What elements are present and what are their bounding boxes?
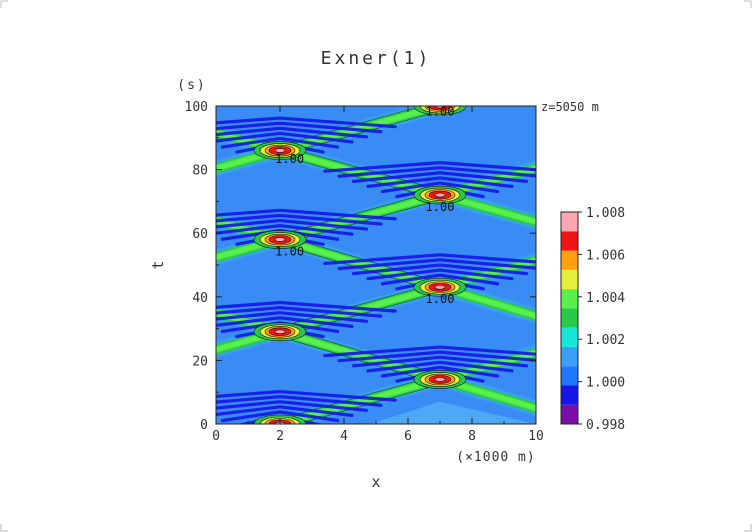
colorbar-segment <box>561 327 578 347</box>
colorbar-segment <box>561 269 578 290</box>
z-annotation: z=5050 m <box>541 100 599 114</box>
y-tick-label: 100 <box>185 100 208 115</box>
chart-title: Exner(1) <box>321 48 432 69</box>
colorbar-segment <box>561 308 578 328</box>
low-anomaly-stripe <box>352 263 529 276</box>
colorbar-segment <box>561 231 578 251</box>
low-anomaly-stripe <box>216 395 383 407</box>
x-axis-label: x <box>371 473 380 491</box>
contour-label: 1.00 <box>426 105 455 119</box>
wave-band <box>216 129 536 225</box>
wave-band <box>268 349 536 424</box>
wave-band <box>216 217 536 320</box>
low-anomaly-stripe <box>216 400 368 412</box>
y-tick-label: 40 <box>192 291 208 306</box>
peak-ring <box>434 284 446 290</box>
pressure-peak <box>253 322 307 342</box>
pressure-peak <box>253 230 307 249</box>
peak-ring <box>274 329 286 335</box>
low-anomaly-stripe <box>216 126 368 139</box>
wave-band <box>216 106 452 172</box>
x-tick-label: 0 <box>212 429 220 444</box>
low-anomaly-stripe <box>220 410 340 423</box>
pressure-peak <box>413 277 467 297</box>
colorbar-segment <box>561 212 578 232</box>
colorbar-label: 1.008 <box>586 206 625 221</box>
colorbar-segment <box>561 366 578 386</box>
low-anomaly-stripe <box>352 355 529 368</box>
colorbar-label: 1.006 <box>586 248 625 263</box>
y-tick-label: 0 <box>200 418 208 433</box>
low-anomaly-stripe <box>380 273 500 286</box>
low-anomaly-stripe <box>216 131 354 144</box>
x-tick-label: 6 <box>404 429 412 444</box>
low-anomaly-stripe <box>216 208 397 221</box>
low-anomaly-stripe <box>337 166 536 178</box>
low-anomaly-stripe <box>323 160 536 173</box>
colorbar-segment <box>561 346 578 367</box>
low-anomaly-stripe <box>216 213 383 226</box>
low-anomaly-stripe <box>216 300 397 313</box>
pressure-peak <box>413 185 467 205</box>
low-anomaly-stripe <box>366 360 514 373</box>
low-anomaly-stripe <box>216 116 397 129</box>
peak-ring <box>274 148 286 153</box>
y-tick-label: 20 <box>192 354 208 369</box>
pressure-peak <box>413 106 467 116</box>
y-tick-label: 80 <box>192 164 208 179</box>
colorbar-label: 1.002 <box>586 333 625 348</box>
peak-ring <box>434 377 446 382</box>
colorbar-label: 1.004 <box>586 291 625 306</box>
x-tick-label: 10 <box>528 429 544 444</box>
low-anomaly-stripe <box>216 316 354 328</box>
colorbar-label: 1.000 <box>586 376 625 391</box>
low-anomaly-stripe <box>216 311 368 323</box>
contour-label: 1.00 <box>426 200 455 214</box>
low-anomaly-stripe <box>216 121 383 134</box>
colorbar-segment <box>561 250 578 270</box>
low-anomaly-stripe <box>220 136 340 149</box>
y-unit-label: (s) <box>177 78 206 93</box>
low-anomaly-stripe <box>366 176 514 189</box>
x-tick-label: 8 <box>468 429 476 444</box>
low-anomaly-stripe <box>352 171 529 183</box>
low-anomaly-stripe <box>216 223 354 236</box>
low-anomaly-stripe <box>366 268 514 281</box>
low-anomaly-stripe <box>216 389 397 402</box>
wave-band <box>216 309 536 412</box>
low-anomaly-stripe <box>216 405 354 418</box>
pressure-peak <box>253 141 307 160</box>
colorbar: 0.998 1.000 1.002 1.004 1.006 1.008 <box>560 206 625 433</box>
peak-ring <box>274 237 286 242</box>
x-tick-label: 4 <box>340 429 348 444</box>
lower-wedge <box>369 401 536 424</box>
y-axis-label: t <box>149 260 167 269</box>
y-tick-label: 60 <box>192 227 208 242</box>
x-tick-label: 2 <box>276 429 284 444</box>
low-anomaly-stripe <box>323 253 536 266</box>
colorbar-label: 0.998 <box>586 418 625 433</box>
low-anomaly-stripe <box>323 345 536 358</box>
colorbar-segment <box>561 404 578 424</box>
low-anomaly-stripe <box>216 218 368 231</box>
x-unit-label: (×1000 m) <box>456 450 535 465</box>
colorbar-border <box>560 211 579 425</box>
pressure-peak <box>413 370 467 389</box>
peak-ring <box>434 192 446 198</box>
low-anomaly-stripe <box>337 350 536 363</box>
contour-label: 1.00 <box>275 244 304 258</box>
colorbar-segment <box>561 385 578 405</box>
colorbar-segment <box>561 289 578 309</box>
low-anomaly-stripe <box>337 258 536 271</box>
contour-label: 1.00 <box>275 152 304 166</box>
contour-label: 1.00 <box>426 292 455 306</box>
low-anomaly-stripe <box>380 181 500 194</box>
low-anomaly-stripe <box>216 306 383 318</box>
low-anomaly-stripe <box>380 365 500 378</box>
